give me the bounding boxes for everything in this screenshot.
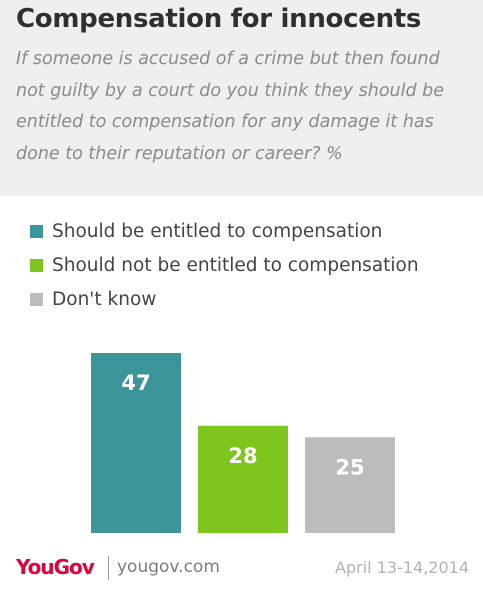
data-label-not-entitled: 28 [228,444,257,468]
legend-swatch-entitled [30,224,43,238]
chart-subtitle: If someone is accused of a crime but the… [16,49,445,164]
legend-item-dont-know: Don't know [30,282,419,316]
legend: Should be entitled to compensation Shoul… [30,214,419,316]
data-label-entitled: 47 [121,371,150,395]
footer-site-link[interactable]: yougov.com [117,557,220,577]
legend-label-not-entitled: Should not be entitled to compensation [52,254,419,276]
legend-swatch-not-entitled [30,258,43,272]
legend-item-entitled: Should be entitled to compensation [30,214,419,248]
footer-divider [108,556,109,580]
data-label-dont-know: 25 [335,455,364,479]
survey-date: April 13-14,2014 [335,558,469,577]
legend-label-entitled: Should be entitled to compensation [52,220,383,242]
bar-dont-know [305,437,395,533]
legend-label-dont-know: Don't know [52,288,157,310]
header-panel: Compensation for innocents If someone is… [0,0,483,196]
bar-not-entitled [198,425,288,533]
chart-title: Compensation for innocents [16,4,422,34]
yougov-logo: YouGov [16,555,95,579]
legend-item-not-entitled: Should not be entitled to compensation [30,248,419,282]
bar-entitled [91,353,181,533]
legend-swatch-dont-know [30,292,43,306]
